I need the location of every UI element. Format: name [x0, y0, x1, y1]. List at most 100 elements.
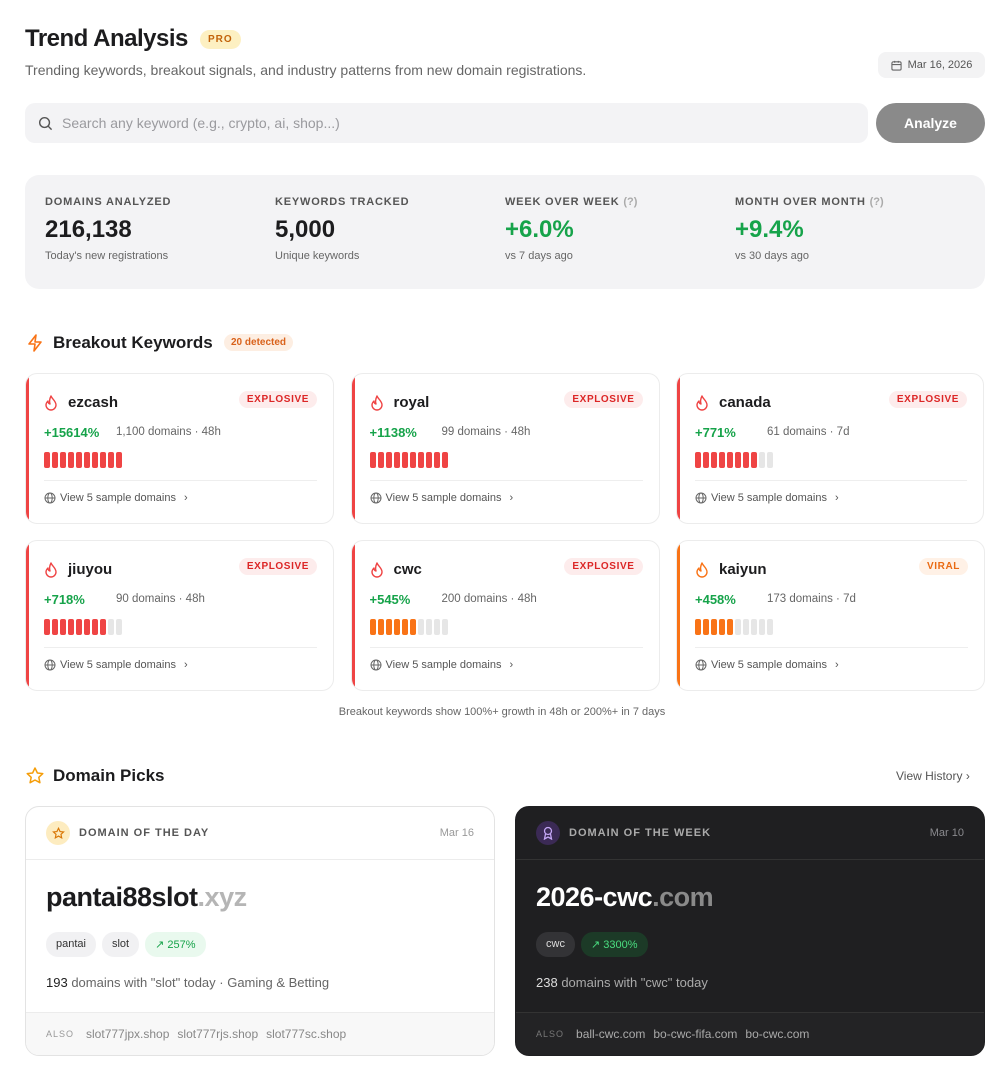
strength-segment: [76, 619, 82, 635]
chevron-right-icon: ›: [183, 659, 188, 671]
strength-segment: [735, 619, 741, 635]
flame-icon: [370, 562, 383, 578]
globe-icon: [695, 492, 707, 504]
breakout-card[interactable]: canada EXPLOSIVE +771% 61 domains · 7d V…: [676, 373, 984, 524]
also-domain-link[interactable]: bo-cwc.com: [745, 1027, 810, 1041]
strength-segment: [401, 452, 408, 468]
pick-domain: pantai88slot.xyz: [46, 882, 247, 913]
also-domain-link[interactable]: bo-cwc-fifa.com: [653, 1027, 738, 1041]
also-domain-link[interactable]: ball-cwc.com: [576, 1027, 646, 1041]
strength-bar: [44, 452, 122, 468]
view-samples-label: View 5 sample domains: [385, 492, 502, 504]
card-accent: [26, 374, 29, 523]
view-history-link[interactable]: View History ›: [896, 769, 970, 783]
view-samples-label: View 5 sample domains: [60, 492, 176, 504]
strength-segment: [52, 619, 58, 635]
globe-icon: [370, 492, 381, 504]
help-icon[interactable]: (?): [623, 196, 638, 208]
also-domain-link[interactable]: slot777sc.shop: [266, 1027, 347, 1041]
pro-badge: PRO: [200, 30, 241, 49]
card-accent: [677, 374, 680, 523]
divider: [44, 647, 317, 648]
also-row: ALSO slot777jpx.shop slot777rjs.shop slot77…: [26, 1012, 494, 1055]
lightning-icon: [28, 334, 42, 352]
strength-segment: [393, 452, 400, 468]
pick-date: Mar 16: [439, 827, 474, 839]
flame-icon: [696, 562, 708, 578]
growth: +718%: [44, 592, 85, 607]
strength-segment: [100, 452, 106, 468]
award-icon: [543, 826, 553, 840]
view-samples-link[interactable]: View 5 sample domains ›: [695, 659, 839, 671]
domain-of-the-week-card[interactable]: DOMAIN OF THE WEEK Mar 10 2026-cwc.com c…: [515, 806, 985, 1056]
breakout-card[interactable]: ezcash EXPLOSIVE +15614% 1,100 domains ·…: [25, 373, 334, 524]
strength-segment: [52, 452, 58, 468]
also-domain-link[interactable]: slot777jpx.shop: [86, 1027, 170, 1041]
strength-segment: [703, 619, 709, 635]
search-input[interactable]: [62, 115, 842, 131]
date-picker[interactable]: Mar 16, 2026: [878, 52, 985, 78]
stat-label-text: MONTH OVER MONTH: [735, 196, 866, 208]
view-samples-link[interactable]: View 5 sample domains ›: [44, 659, 188, 671]
stat-sub: vs 7 days ago: [505, 250, 573, 262]
breakout-card[interactable]: royal EXPLOSIVE +1138% 99 domains · 48h …: [350, 373, 660, 524]
strength-segment: [60, 619, 66, 635]
stat-value: +9.4%: [735, 216, 804, 243]
search-icon: [38, 116, 53, 130]
strength-segment: [369, 452, 376, 468]
domain-name: pantai88slot: [46, 882, 198, 912]
breakout-card[interactable]: kaiyun VIRAL +458% 173 domains · 7d View…: [676, 540, 985, 691]
view-samples-label: View 5 sample domains: [385, 659, 502, 671]
divider: [44, 480, 317, 481]
strength-segment: [84, 452, 90, 468]
strength-segment: [108, 452, 114, 468]
breakout-note: Breakout keywords show 100%+ growth in 4…: [338, 706, 666, 718]
view-samples-link[interactable]: View 5 sample domains ›: [695, 492, 839, 504]
analyze-button[interactable]: Analyze: [876, 103, 985, 143]
divider: [369, 647, 643, 648]
help-icon[interactable]: (?): [869, 196, 884, 208]
description-text: domains with "slot" today · Gaming & Bet…: [67, 975, 330, 990]
view-samples-link[interactable]: View 5 sample domains ›: [370, 492, 514, 504]
domain-name: 2026-cwc: [536, 882, 653, 912]
also-domain-link[interactable]: slot777rjs.shop: [177, 1027, 259, 1041]
pick-domain: 2026-cwc.com: [536, 882, 714, 913]
chevron-right-icon: ›: [834, 659, 839, 671]
strength-segment: [60, 452, 66, 468]
divider: [695, 647, 968, 648]
chevron-right-icon: ›: [509, 492, 514, 504]
view-samples-link[interactable]: View 5 sample domains ›: [370, 659, 513, 671]
domain-of-the-day-card[interactable]: DOMAIN OF THE DAY Mar 16 pantai88slot.xy…: [25, 806, 495, 1056]
keyword: kaiyun: [719, 561, 767, 578]
level-badge: EXPLOSIVE: [238, 391, 317, 408]
date-label: Mar 16, 2026: [907, 59, 973, 71]
trend-up-icon: ↗: [155, 939, 165, 951]
keyword-meta: 200 domains · 48h: [441, 593, 537, 605]
star-icon: [51, 826, 65, 839]
strength-segment: [703, 452, 709, 468]
keyword-meta: 61 domains · 7d: [767, 426, 850, 438]
domain-count: 193: [46, 975, 68, 990]
stat-value: 5,000: [275, 216, 336, 243]
keyword-chip[interactable]: pantai: [46, 932, 96, 957]
chevron-right-icon: ›: [965, 769, 970, 783]
keyword-chip[interactable]: cwc: [536, 932, 575, 957]
growth: +1138%: [369, 425, 417, 440]
strength-segment: [767, 452, 773, 468]
strength-segment: [377, 452, 384, 468]
growth-chip: ↗ 3300%: [580, 932, 648, 957]
strength-segment: [100, 619, 106, 635]
growth: +771%: [695, 425, 736, 440]
breakout-card[interactable]: cwc EXPLOSIVE +545% 200 domains · 48h Vi…: [350, 540, 660, 691]
strength-bar: [695, 452, 773, 468]
keyword-chip[interactable]: slot: [101, 932, 140, 957]
breakout-card[interactable]: jiuyou EXPLOSIVE +718% 90 domains · 48h …: [25, 540, 334, 691]
pick-header: DOMAIN OF THE DAY Mar 16: [26, 807, 494, 860]
strength-segment: [417, 619, 424, 635]
growth-chip: ↗ 257%: [145, 932, 206, 957]
star-icon: [26, 767, 44, 784]
view-samples-link[interactable]: View 5 sample domains ›: [44, 492, 188, 504]
view-samples-label: View 5 sample domains: [711, 659, 827, 671]
also-row: ALSO ball-cwc.com bo-cwc-fifa.com bo-cwc.co…: [516, 1012, 984, 1055]
strength-segment: [735, 452, 741, 468]
